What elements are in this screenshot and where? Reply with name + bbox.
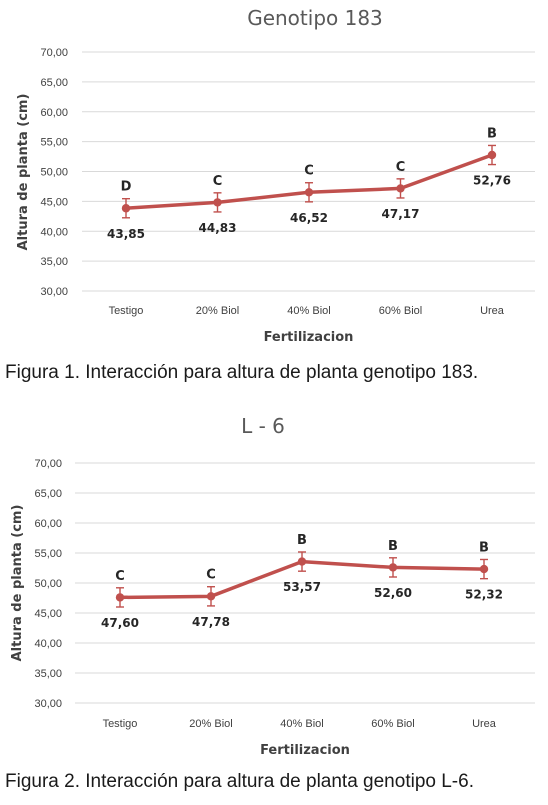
x-tick-label: 60% Biol (379, 305, 422, 317)
significance-letter: C (206, 568, 216, 583)
y-tick-label: 30,00 (34, 698, 62, 710)
y-tick-label: 30,00 (40, 286, 68, 298)
y-tick-label: 60,00 (40, 107, 68, 119)
y-tick-label: 60,00 (34, 518, 62, 530)
data-label: 52,60 (374, 586, 412, 600)
data-point (388, 563, 398, 572)
data-label: 52,76 (473, 174, 511, 188)
data-label: 46,52 (290, 211, 328, 225)
y-tick-label: 40,00 (34, 638, 62, 650)
chart-l6: L - 6 30,00 35,00 40,00 45,00 50,00 55,00 60,00… (10, 414, 535, 758)
y-tick-label: 55,00 (34, 548, 62, 560)
y-tick-label: 65,00 (40, 77, 68, 89)
data-label: 47,78 (192, 615, 230, 629)
chart-title: Genotipo 183 (247, 6, 383, 30)
y-tick-label: 50,00 (40, 167, 68, 179)
data-point (479, 564, 489, 574)
y-tick-label: 70,00 (40, 47, 68, 59)
x-tick-label: 20% Biol (196, 305, 239, 317)
significance-letter: C (115, 569, 125, 584)
data-point (487, 150, 497, 160)
x-axis-label: Fertilizacion (260, 743, 350, 758)
data-label: 47,17 (382, 207, 420, 221)
data-label: 52,32 (465, 588, 503, 602)
data-point (304, 188, 314, 197)
x-tick-label: 60% Biol (371, 718, 414, 730)
data-point (121, 204, 131, 213)
y-tick-label: 40,00 (40, 226, 68, 238)
chart-title: L - 6 (241, 414, 285, 438)
x-tick-label: Urea (472, 718, 497, 730)
y-tick-label: 45,00 (34, 608, 62, 620)
x-axis-label: Fertilizacion (264, 330, 354, 345)
x-tick-label: 40% Biol (280, 718, 323, 730)
data-point (396, 184, 405, 193)
significance-letter: B (479, 540, 489, 555)
y-axis-label: Altura de planta (cm) (10, 505, 25, 662)
y-tick-label: 65,00 (34, 488, 62, 500)
y-axis-label: Altura de planta (cm) (16, 94, 31, 251)
y-tick-label: 70,00 (34, 458, 62, 470)
y-tick-label: 35,00 (34, 668, 62, 680)
data-point (213, 198, 222, 207)
x-tick-label: Testigo (109, 305, 144, 317)
significance-letter: B (388, 539, 398, 554)
figure-1-caption: Figura 1. Interacción para altura de pla… (5, 362, 479, 383)
significance-letter: C (304, 164, 314, 179)
data-label: 44,83 (199, 221, 237, 235)
x-tick-label: Testigo (103, 718, 138, 730)
y-tick-label: 55,00 (40, 137, 68, 149)
significance-letter: C (396, 160, 406, 175)
x-tick-label: Urea (480, 305, 505, 317)
chart-genotipo-183: Genotipo 183 30,00 35,00 40,00 45,00 50,00 55,… (16, 6, 535, 345)
y-tick-label: 45,00 (40, 196, 68, 208)
y-tick-label: 50,00 (34, 578, 62, 590)
y-tick-label: 35,00 (40, 256, 68, 268)
data-point (297, 557, 307, 566)
data-label: 43,85 (107, 227, 145, 241)
significance-letter: C (213, 174, 223, 189)
significance-letter: D (121, 180, 132, 195)
data-label: 47,60 (101, 616, 139, 630)
significance-letter: B (297, 533, 307, 548)
data-point (115, 593, 125, 602)
x-tick-label: 20% Biol (189, 718, 232, 730)
x-tick-label: 40% Biol (287, 305, 330, 317)
data-label: 53,57 (283, 580, 321, 594)
significance-letter: B (487, 126, 497, 141)
figure-2-caption: Figura 2. Interacción para altura de pla… (5, 771, 474, 792)
data-point (206, 592, 216, 601)
